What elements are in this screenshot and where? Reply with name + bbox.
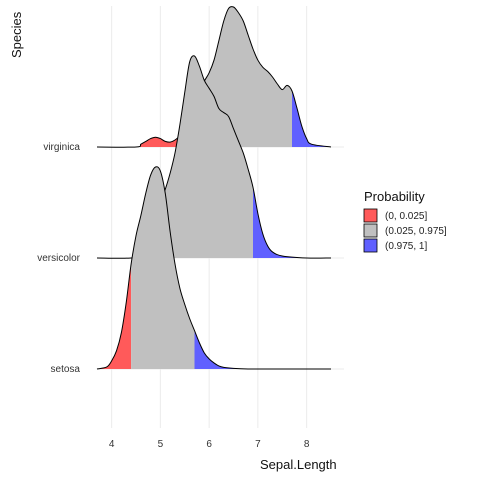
legend-swatch-high xyxy=(363,238,378,253)
ridge-fill-setosa-mid xyxy=(131,166,195,369)
x-tick-labels: 4 5 6 7 8 xyxy=(109,439,310,450)
x-tick-label-6: 6 xyxy=(206,439,212,450)
x-tick-label-7: 7 xyxy=(255,439,261,450)
y-axis-title: Species xyxy=(9,11,24,58)
ridge-fill-virginica-low xyxy=(97,121,190,148)
legend-swatch-low xyxy=(363,208,378,223)
legend-title: Probability xyxy=(364,189,425,204)
ridge-setosa xyxy=(96,166,331,370)
legend-label-low: (0, 0.025] xyxy=(385,211,427,222)
ridge-outline-setosa xyxy=(96,166,331,370)
legend-label-high: (0.975, 1] xyxy=(385,241,427,252)
ridge-fill-versicolor-mid xyxy=(160,55,253,258)
x-axis-title: Sepal.Length xyxy=(260,457,337,472)
species-labels: setosa versicolor virginica xyxy=(37,142,80,375)
x-tick-label-4: 4 xyxy=(109,439,115,450)
ridge-outline-virginica xyxy=(96,6,332,148)
legend: Probability (0, 0.025] (0.025, 0.975] (0… xyxy=(363,189,447,253)
ridge-layer xyxy=(96,6,332,370)
ridge-fill-setosa-low xyxy=(97,263,132,369)
species-label-setosa: setosa xyxy=(51,364,81,375)
legend-label-mid: (0.025, 0.975] xyxy=(385,226,447,237)
ridge-fill-setosa-high xyxy=(194,330,331,370)
x-tick-label-5: 5 xyxy=(158,439,164,450)
ridge-fill-versicolor-high xyxy=(253,187,331,259)
legend-swatch-mid xyxy=(363,223,378,238)
x-tick-label-8: 8 xyxy=(304,439,310,450)
species-label-versicolor: versicolor xyxy=(37,253,80,264)
species-label-virginica: virginica xyxy=(43,142,80,153)
ridge-fill-virginica-high xyxy=(292,91,331,147)
